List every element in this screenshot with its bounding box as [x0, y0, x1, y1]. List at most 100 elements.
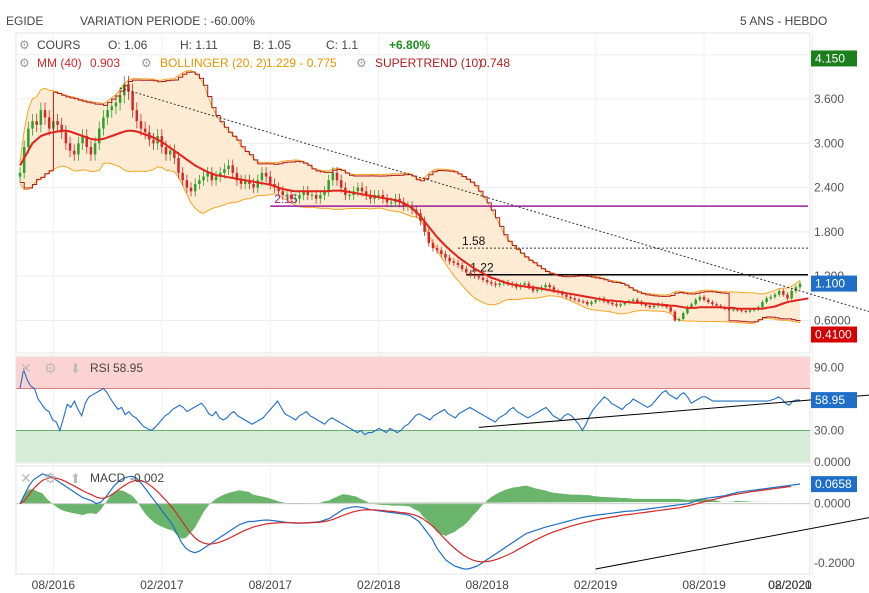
bollinger-lower [19, 162, 801, 325]
candle-body [452, 261, 456, 263]
candle-body [193, 183, 197, 192]
candle-body [360, 187, 364, 192]
price-badge-label: 1.100 [815, 277, 845, 291]
candle-body [206, 172, 209, 177]
candle-body [469, 272, 472, 275]
candle-body [590, 302, 593, 305]
candle-body [135, 110, 139, 122]
candle-body [110, 106, 114, 111]
candle-body [98, 128, 101, 144]
supertrend-settings-icon[interactable]: ⚙ [356, 56, 367, 70]
settings-icon[interactable]: ⚙ [19, 38, 30, 52]
x-tick-label: 02/2019 [574, 578, 618, 592]
candle-body [544, 285, 547, 288]
candle-body [611, 302, 614, 305]
candle-body [189, 187, 193, 192]
bollinger-settings-icon[interactable]: ⚙ [141, 56, 152, 70]
rsi-oversold-zone [16, 430, 810, 462]
candle-body [548, 285, 551, 288]
candle-body [260, 172, 264, 181]
candle-body [761, 302, 764, 308]
candle-body [114, 102, 118, 107]
x-tick-label: 02/2021 [768, 578, 812, 592]
candle-body [185, 180, 189, 188]
rsi-line [19, 367, 800, 436]
macd-settings-icon[interactable]: ⚙ [44, 470, 57, 486]
close-value: C: 1.1 [326, 38, 358, 52]
bollinger-bands [19, 70, 801, 325]
candle-body [531, 287, 535, 291]
candle-body [35, 121, 38, 125]
rsi-close-icon[interactable]: ✕ [20, 360, 32, 376]
price-overlays [19, 71, 869, 323]
rsi-tick-label: 0.0000 [814, 455, 851, 469]
candle-body [765, 298, 768, 303]
x-tick-label: 08/2020 [768, 578, 812, 592]
x-tick-label: 08/2019 [682, 578, 726, 592]
price-badge-label: 0.4100 [815, 328, 852, 342]
price-badge [811, 326, 857, 343]
candle-body [648, 305, 652, 308]
candle-body [440, 250, 443, 255]
candle-body [481, 277, 485, 280]
candle-body [118, 95, 122, 103]
change-value: +6.80% [389, 38, 430, 52]
macd-badge [811, 476, 857, 493]
candle-body [798, 283, 802, 288]
candle-body [356, 187, 360, 192]
candle-body [381, 195, 385, 199]
candle-body [231, 165, 234, 173]
x-tick-label: 02/2017 [140, 578, 184, 592]
price-badge-label: 4.150 [815, 51, 845, 65]
level-label: 1.58 [462, 234, 486, 248]
rsi-value: 58.95 [113, 361, 143, 375]
mm-settings-icon[interactable]: ⚙ [19, 56, 30, 70]
macd-y-axis: -0.2000 0.0000 0.0658 [811, 476, 857, 570]
macd-close-icon[interactable]: ✕ [20, 470, 32, 486]
rsi-move-down-icon[interactable]: ⬇ [70, 361, 81, 376]
candle-body [711, 302, 714, 305]
candle-body [777, 290, 781, 295]
candle-body [106, 110, 109, 118]
candle-body [314, 195, 318, 199]
period-selector[interactable]: 5 ANS - HEBDO [740, 14, 828, 28]
candle-body [298, 195, 301, 199]
candle-body [786, 294, 789, 299]
macd-signal-line [19, 476, 792, 563]
candle-body [456, 262, 460, 266]
candle-body [18, 172, 22, 177]
candle-body [694, 299, 697, 305]
candle-body [782, 290, 785, 295]
chart-header: EGIDE VARIATION PERIODE : -60.00% 5 ANS … [0, 0, 869, 32]
rsi-settings-icon[interactable]: ⚙ [44, 360, 57, 376]
supertrend-label: SUPERTREND (10) [375, 56, 482, 70]
candle-body [423, 220, 426, 232]
candle-body [181, 172, 184, 181]
candle-body [102, 117, 105, 129]
mm-value: 0.903 [90, 56, 120, 70]
candle-body [498, 283, 501, 286]
x-tick-label: 02/2020 [768, 578, 812, 592]
macd-tick-label: 0.0000 [814, 497, 851, 511]
macd-move-up-icon[interactable]: ⬆ [70, 471, 81, 486]
candle-body [93, 143, 97, 155]
candle-body [56, 121, 59, 125]
bollinger-value: 1.229 - 0.775 [266, 56, 337, 70]
candle-body [744, 310, 748, 312]
candle-body [323, 191, 326, 195]
candle-body [64, 132, 68, 144]
candle-body [477, 276, 481, 278]
x-tick-label: 08/2017 [249, 578, 293, 592]
candle-body [702, 296, 706, 300]
candle-body [218, 172, 222, 177]
candle-body [465, 268, 468, 273]
candle-body [256, 180, 259, 188]
candle-body [310, 195, 314, 196]
supertrend-line [20, 71, 801, 323]
price-badge [811, 275, 857, 292]
candle-body [47, 117, 51, 129]
candle-body [239, 180, 243, 184]
low-value: B: 1.05 [253, 38, 291, 52]
price-panel: 2.151.581.22 0.60001.2001.8002.4003.0003… [15, 32, 869, 574]
